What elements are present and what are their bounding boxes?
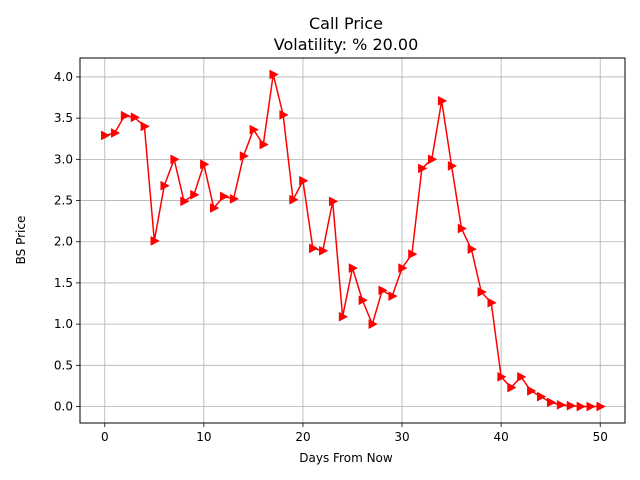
data-point-marker (556, 399, 567, 410)
data-point-marker (130, 112, 141, 123)
data-point-marker (368, 319, 378, 330)
data-point-marker (576, 401, 586, 412)
x-axis-label: Days From Now (299, 451, 393, 465)
y-tick-label: 1.0 (54, 317, 73, 331)
data-point-marker (527, 385, 537, 396)
data-point-marker (279, 109, 289, 120)
data-point-marker (378, 285, 388, 296)
series-layer (101, 69, 606, 412)
data-point-marker (398, 263, 408, 274)
y-tick-label: 3.5 (54, 111, 73, 125)
x-tick-label: 50 (593, 430, 608, 444)
y-tick-label: 4.0 (54, 70, 73, 84)
data-point-marker (229, 193, 240, 204)
data-point-marker (259, 139, 269, 150)
data-point-marker (289, 194, 299, 205)
y-tick-label: 1.5 (54, 276, 73, 290)
x-tick-label: 20 (295, 430, 310, 444)
data-point-marker (507, 382, 517, 393)
data-point-marker (596, 401, 606, 412)
data-point-marker (140, 121, 150, 132)
data-point-marker (437, 95, 448, 106)
y-tick-label: 3.0 (54, 152, 73, 166)
data-point-marker (190, 189, 200, 200)
x-tick-label: 30 (394, 430, 409, 444)
data-point-marker (269, 69, 279, 80)
y-tick-label: 0.5 (54, 358, 73, 372)
data-point-marker (210, 203, 220, 213)
data-point-marker (101, 130, 111, 141)
data-point-marker (517, 371, 527, 382)
y-tick-label: 0.0 (54, 400, 73, 414)
y-axis-label: BS Price (14, 216, 28, 265)
data-point-marker (348, 263, 359, 274)
data-point-marker (477, 287, 487, 297)
data-point-marker (309, 243, 319, 254)
chart-title: Call Price (309, 14, 383, 33)
data-point-marker (219, 191, 230, 202)
data-point-marker (586, 401, 596, 412)
x-tick-label: 10 (196, 430, 211, 444)
data-point-marker (457, 223, 468, 234)
series-line (104, 73, 601, 408)
data-point-marker (319, 245, 329, 256)
data-point-marker (537, 391, 547, 402)
y-tick-label: 2.5 (54, 194, 73, 208)
plot-frame (79, 57, 626, 424)
data-point-marker (110, 128, 121, 138)
data-point-marker (358, 295, 368, 306)
x-tick-label: 40 (493, 430, 508, 444)
data-point-marker (120, 110, 131, 121)
data-point-marker (497, 371, 507, 382)
data-point-marker (388, 291, 398, 302)
data-point-marker (239, 151, 250, 161)
data-point-marker (249, 124, 259, 135)
data-point-marker (160, 180, 170, 191)
grid (80, 58, 625, 423)
chart-subtitle: Volatility: % 20.00 (274, 35, 419, 54)
data-point-marker (546, 397, 557, 408)
y-tick-label: 2.0 (54, 235, 73, 249)
data-point-marker (299, 175, 309, 186)
data-point-marker (170, 154, 180, 165)
data-point-marker (150, 235, 160, 246)
x-tick-label: 0 (101, 430, 109, 444)
data-point-marker (447, 161, 458, 171)
data-point-marker (428, 154, 438, 165)
data-point-marker (408, 249, 418, 260)
data-point-marker (338, 311, 349, 322)
data-point-marker (487, 297, 497, 308)
data-point-marker (566, 400, 577, 411)
data-point-marker (180, 196, 190, 207)
data-point-marker (328, 196, 339, 207)
data-point-marker (200, 159, 210, 170)
ticks: 0 10 20 30 40 50 0.0 0.5 1.0 1.5 2.0 2.5 3.0 3.5 4.0 (54, 70, 608, 444)
data-point-marker (467, 244, 477, 255)
data-point-marker (418, 163, 428, 174)
